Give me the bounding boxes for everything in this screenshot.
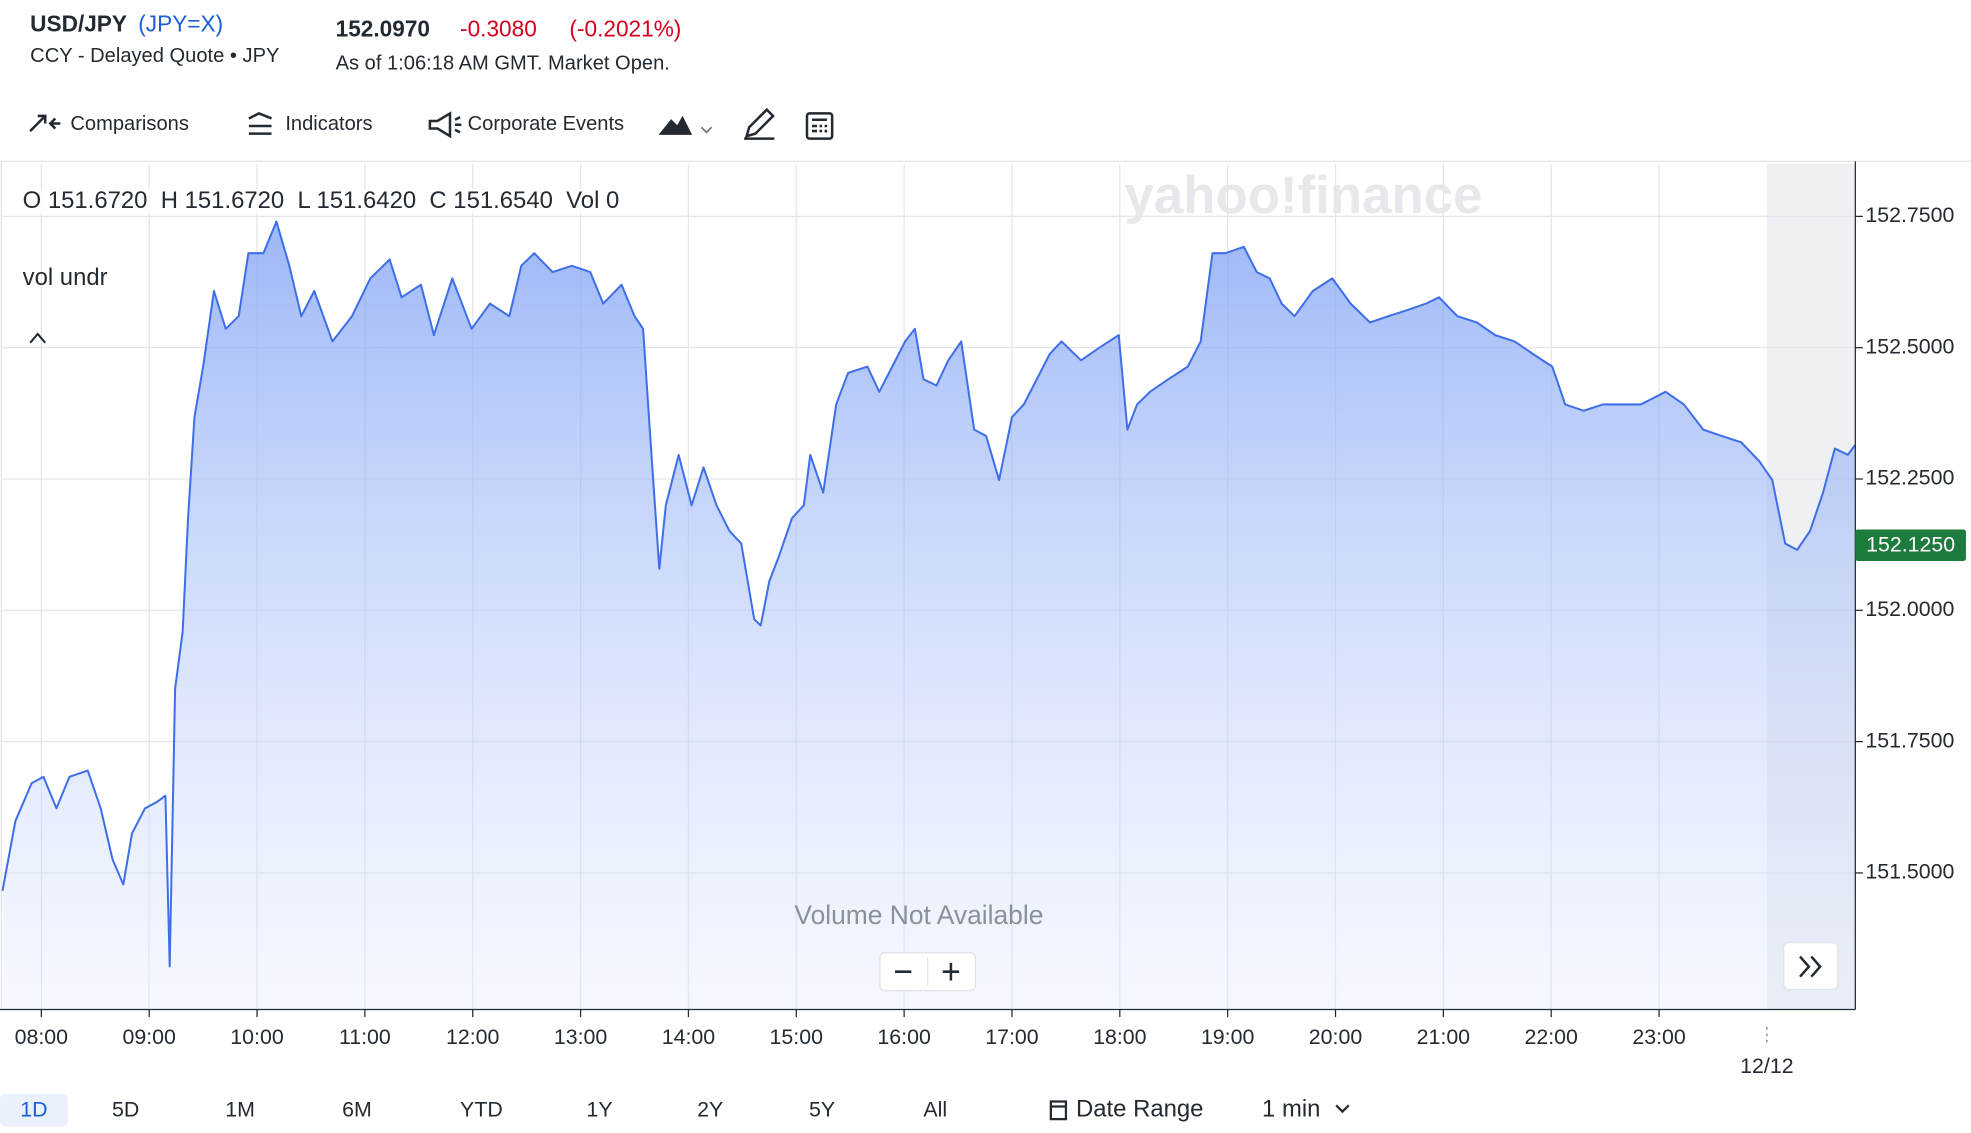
y-tick-label: 152.2500	[1865, 466, 1954, 490]
range-button[interactable]: 5Y	[808, 1097, 836, 1122]
symbol-name: USD/JPY	[30, 11, 127, 37]
y-tick-label: 151.5000	[1865, 860, 1954, 884]
x-tick-label: 16:00	[877, 1025, 931, 1049]
x-tick-label: 11:00	[339, 1025, 391, 1049]
price-change: -0.3080	[460, 16, 537, 42]
x-tick-label: 18:00	[1093, 1025, 1147, 1049]
x-tick-label: 15:00	[770, 1025, 824, 1049]
x-tick-label: 19:00	[1201, 1025, 1255, 1049]
volume-indicator: vol undr	[22, 264, 108, 292]
y-tick-label: 152.7500	[1865, 203, 1954, 227]
last-value-label: 152.1250	[1866, 533, 1955, 557]
date-range-button[interactable]: Date Range	[1075, 1096, 1204, 1123]
ohlc-legend: O 151.6720 H 151.6720 L 151.6420 C 151.6…	[22, 187, 620, 215]
x-tick-label: 13:00	[554, 1025, 608, 1049]
watermark: yahoo!finance	[1125, 166, 1483, 225]
x-tick-label: 12/12	[1740, 1054, 1793, 1078]
x-tick-label: 21:00	[1417, 1025, 1471, 1049]
expand-button[interactable]	[1783, 942, 1839, 990]
collapse-caret[interactable]	[29, 332, 47, 344]
range-button[interactable]: YTD	[460, 1097, 503, 1122]
toolbar-button[interactable]: Comparisons	[70, 113, 189, 135]
x-tick-label: 08:00	[15, 1025, 69, 1049]
x-tick-label: 22:00	[1524, 1025, 1578, 1049]
range-button[interactable]: 1D	[0, 1093, 68, 1127]
range-button[interactable]: 2Y	[697, 1097, 724, 1122]
x-tick-label: 20:00	[1309, 1025, 1363, 1049]
range-button[interactable]: 1M	[225, 1097, 255, 1122]
y-tick-label: 152.5000	[1865, 334, 1954, 358]
line	[1, 220, 1857, 968]
symbol[interactable]: (JPY=X)	[138, 11, 224, 37]
x-tick-label: 17:00	[985, 1025, 1039, 1049]
range-button[interactable]: 1Y	[586, 1097, 613, 1122]
x-tick-label: 23:00	[1632, 1025, 1686, 1049]
y-tick-label: 152.0000	[1865, 597, 1954, 621]
interval-select[interactable]: 1 min	[1262, 1096, 1321, 1123]
x-tick-label: 09:00	[122, 1025, 176, 1049]
quote-subtitle: CCY - Delayed Quote • JPY	[30, 45, 280, 67]
zoom-control[interactable]	[879, 952, 977, 992]
toolbar-button[interactable]: Indicators	[285, 113, 373, 135]
range-button[interactable]: 5D	[112, 1097, 140, 1122]
x-tick-label: 12:00	[446, 1025, 500, 1049]
y-tick-label: 151.7500	[1865, 728, 1954, 752]
range-button[interactable]: 6M	[342, 1097, 372, 1122]
toolbar-button[interactable]: Corporate Events	[467, 113, 625, 135]
as-of: As of 1:06:18 AM GMT. Market Open.	[335, 52, 670, 75]
volume-note: Volume Not Available	[794, 901, 1044, 931]
toolbar-icons	[29, 107, 1350, 1121]
area	[2, 221, 1856, 1010]
price-change-percent: (-0.2021%)	[569, 16, 682, 42]
range-button[interactable]: All	[923, 1097, 948, 1122]
x-tick-label: 14:00	[662, 1025, 716, 1049]
last-value-badge	[1855, 529, 1966, 562]
x-tick-label: 10:00	[230, 1025, 284, 1049]
price: 152.0970	[335, 16, 430, 42]
